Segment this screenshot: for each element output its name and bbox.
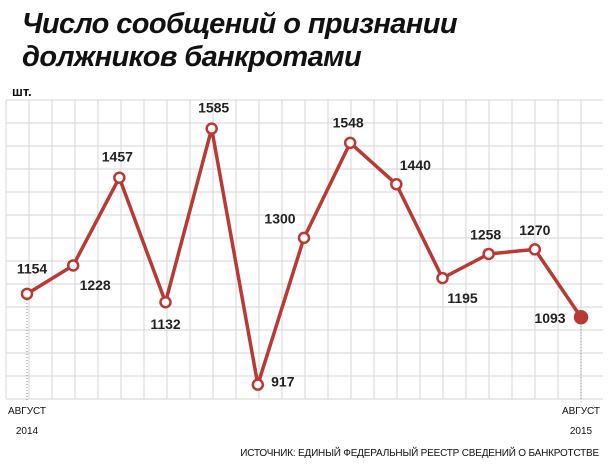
source-note: ИСТОЧНИК: ЕДИНЫЙ ФЕДЕРАЛЬНЫЙ РЕЕСТР СВЕД… (240, 448, 599, 459)
data-label: 1457 (102, 148, 133, 164)
data-label: 1585 (198, 99, 229, 115)
data-point (436, 271, 449, 285)
y-axis-label: шт. (12, 84, 32, 99)
data-label: 1093 (534, 310, 565, 326)
data-point (573, 309, 589, 325)
data-label: 1300 (264, 211, 295, 227)
data-point (66, 259, 80, 272)
data-point (297, 231, 311, 245)
data-point (113, 171, 126, 184)
data-point (205, 122, 218, 135)
data-label: 1270 (519, 222, 550, 238)
data-label: 1548 (333, 115, 364, 131)
x-tick-label: АВГУСТ 2015 (561, 406, 601, 437)
data-label: 1195 (447, 290, 478, 306)
data-label: 1132 (150, 316, 181, 332)
data-point (482, 247, 495, 261)
data-point (159, 296, 172, 309)
data-point (20, 287, 34, 301)
data-point (528, 243, 542, 256)
data-point (251, 378, 265, 391)
chart-title: Число сообщений о признании должников ба… (22, 8, 458, 73)
data-label: 917 (271, 373, 295, 389)
data-point (390, 177, 403, 191)
data-label: 1228 (80, 277, 111, 293)
data-point (343, 136, 357, 150)
data-line (26, 126, 583, 387)
x-tick-label: АВГУСТ 2014 (7, 406, 47, 437)
data-label: 1258 (470, 227, 501, 243)
data-label: 1154 (17, 261, 48, 277)
data-label: 1440 (400, 157, 431, 173)
